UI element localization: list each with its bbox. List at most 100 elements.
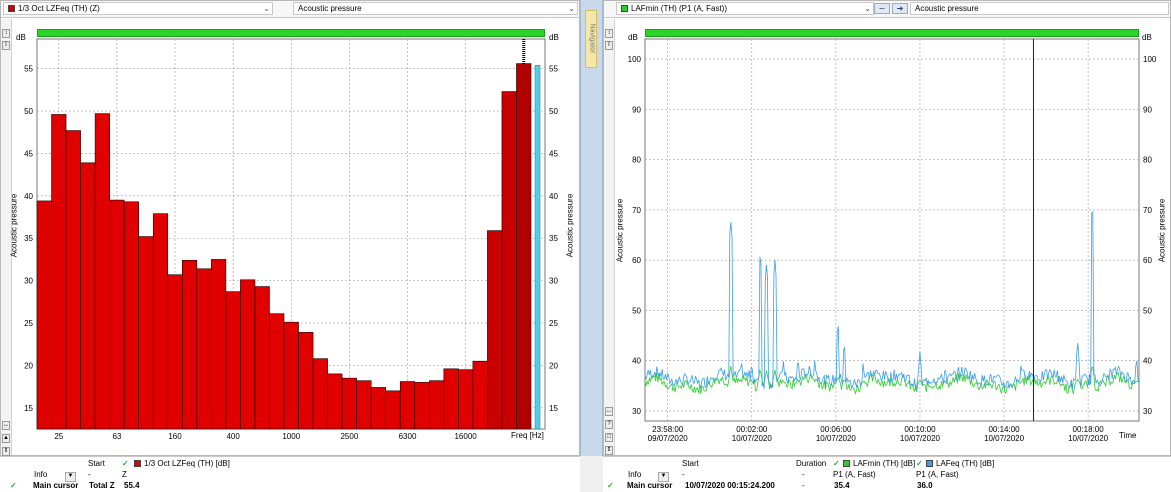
overload-indicator-bar [37,29,545,37]
total-label: Total Z [89,481,115,490]
series-color-swatch [8,5,15,12]
y-tick-label-left: 70 [632,206,641,215]
quantity-select[interactable]: Acoustic pressure [910,2,1169,15]
main-cursor-label: Main cursor [627,481,673,490]
spectrum-chart[interactable]: 15 15 20 20 25 25 30 30 35 35 40 40 45 45 50 50 55 55 25 63… [1,1,581,457]
panel-splitter[interactable]: Navigator [580,0,603,456]
y-tick-label-left: 20 [24,361,33,370]
y-unit-right: dB [549,33,559,42]
info-dropdown[interactable]: ▼ [655,469,669,482]
zoom-icon[interactable]: ▲ [2,434,10,443]
spectrum-toolbar: 1/3 Oct LZFeq (TH) (Z) ⌄ Acoustic pressu… [1,1,579,18]
x-tick-date: 10/07/2020 [1068,434,1109,443]
spectrum-bar [298,332,314,430]
pan-icon[interactable]: ↔ [2,421,10,430]
x-tick-time: 00:14:00 [988,425,1020,434]
spectrum-bar [428,380,445,430]
spectrum-bar [211,259,227,430]
select-icon[interactable]: □ [605,433,613,442]
legend-series1-entry[interactable]: LAFmin (TH) [dB] [843,459,915,468]
check-icon: ✓ [10,481,17,490]
spectrum-bar [65,130,81,430]
y-tick-label-right: 50 [1143,306,1152,315]
cursor-time: 10/07/2020 00:15:24.200 [685,481,775,490]
navigator-tab[interactable]: Navigator [585,10,597,68]
x-tick-time: 23:58:00 [652,425,684,434]
chevron-down-icon: ⌄ [864,4,871,13]
spectrum-bar [312,358,328,430]
spectrum-bar [225,291,241,430]
scale-up-icon[interactable]: ↕ [2,29,10,38]
plot-area [644,38,1140,422]
weighting-label: Z [122,470,127,479]
arrow-right-icon[interactable]: ➜ [892,3,908,14]
y-tick-label-right: 50 [549,107,558,116]
y-unit-left: dB [628,33,638,42]
y-tick-label-right: 100 [1143,55,1157,64]
info-dropdown[interactable]: ▼ [62,469,76,482]
legend-series2-entry[interactable]: LAFeq (TH) [dB] [926,459,994,468]
y-tick-label-right: 45 [549,149,558,158]
spectrum-bar [458,369,474,430]
y-tick-label-right: 40 [1143,357,1152,366]
y-tick-label-left: 50 [632,306,641,315]
scale-fit-icon[interactable]: I [605,41,613,50]
info-value: - [88,470,91,479]
series1-sub: P1 (A, Fast) [833,470,876,479]
spectrum-bar [283,321,299,430]
spectrum-bar [196,268,212,430]
y-tick-label-left: 25 [24,319,33,328]
spectrum-bar [181,259,198,430]
x-tick-label: 400 [226,432,240,441]
scroll-icon[interactable]: ⇕ [2,447,10,456]
y-tick-label-right: 20 [549,361,558,370]
spectrum-panel: 1/3 Oct LZFeq (TH) (Z) ⌄ Acoustic pressu… [0,0,580,456]
y-tick-label-left: 100 [628,55,642,64]
pan-icon[interactable]: ↔ [605,407,613,416]
check-icon: ✓ [607,481,614,490]
spectrum-bar [51,114,67,430]
series-color-swatch [621,5,628,12]
y-tick-label-left: 40 [632,357,641,366]
spectrum-bar [36,200,52,430]
spectrum-bar [414,382,430,430]
scroll-icon[interactable]: ⇕ [605,446,613,455]
spectrum-bar [269,313,285,430]
spectrum-bar [254,286,270,430]
y-tick-label-left: 15 [24,404,33,413]
main-cursor-label: Main cursor [33,481,79,490]
y-unit-left: dB [16,33,26,42]
cursor-value-series2: 36.0 [917,481,933,490]
check-icon[interactable]: ✓ [916,459,923,468]
series-select-label: LAFmin (TH) (P1 (A, Fast)) [631,4,728,13]
check-icon[interactable]: ✓ [122,459,129,468]
legend-series-entry[interactable]: 1/3 Oct LZFeq (TH) [dB] [134,459,230,468]
x-tick-label: 16000 [454,432,477,441]
y-tick-label-right: 70 [1143,206,1152,215]
line-style-icon[interactable]: ∽ [874,3,890,14]
duration-dash: - [802,470,805,479]
y-tick-label-right: 25 [549,319,558,328]
time-history-panel: LAFmin (TH) (P1 (A, Fast)) ⌄ ∽ ➜ Acousti… [603,0,1171,456]
quantity-select-label: Acoustic pressure [915,4,979,13]
info-value: - [682,470,685,479]
chevron-down-icon: ⌄ [568,4,575,13]
spectrum-bar [167,274,183,430]
zoom-icon[interactable]: ? [605,420,613,429]
y-tick-label-right: 90 [1143,105,1152,114]
series2-sub: P1 (A, Fast) [916,470,959,479]
time-history-chart[interactable]: 30 30 40 40 50 50 60 60 70 70 80 80 90 90 100 100 23:58:… [604,1,1171,457]
y-tick-label-right: 30 [1143,407,1152,416]
series-select[interactable]: LAFmin (TH) (P1 (A, Fast)) ⌄ [616,2,874,15]
y-tick-label-left: 30 [632,407,641,416]
legend-gap [580,456,603,492]
scale-fit-icon[interactable]: I [2,41,10,50]
x-tick-label: 25 [54,432,63,441]
scale-up-icon[interactable]: ↕ [605,29,613,38]
x-tick-time: 00:02:00 [736,425,768,434]
y-tick-label-left: 90 [632,105,641,114]
spectrum-bar [138,236,154,430]
quantity-select[interactable]: Acoustic pressure ⌄ [293,2,578,15]
check-icon[interactable]: ✓ [833,459,840,468]
series-select[interactable]: 1/3 Oct LZFeq (TH) (Z) ⌄ [3,2,273,15]
